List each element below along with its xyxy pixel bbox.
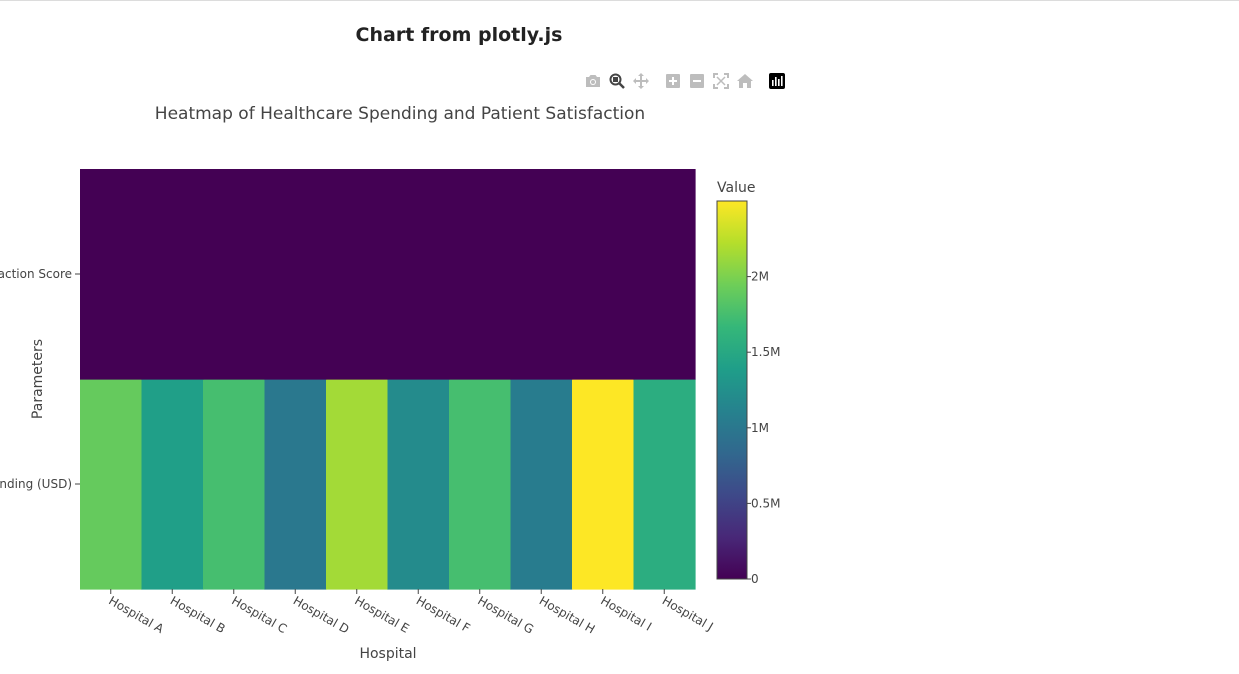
modebar xyxy=(584,72,792,90)
autoscale-icon[interactable] xyxy=(712,72,730,90)
x-tick-label: Hospital H xyxy=(537,593,598,636)
heatmap-cell xyxy=(449,379,512,590)
plotly-logo-icon[interactable] xyxy=(768,72,786,90)
colorbar-tick-label: 0 xyxy=(751,572,759,586)
colorbar-ticks: 0 0.5M 1M 1.5M 2M xyxy=(747,270,780,586)
home-icon[interactable] xyxy=(736,72,754,90)
y-tick-label: Patient Satisfaction Score xyxy=(0,267,72,281)
y-axis-label: Parameters xyxy=(30,339,46,419)
zoom-icon[interactable] xyxy=(608,72,626,90)
heatmap-cell xyxy=(326,169,389,380)
colorbar-tick-label: 0.5M xyxy=(751,496,780,510)
heatmap-cell xyxy=(264,169,327,380)
heatmap-cell xyxy=(387,169,450,380)
x-tick-label: Hospital B xyxy=(168,593,228,636)
y-tick-label: Healthcare Spending (USD) xyxy=(0,477,72,491)
heatmap-cell xyxy=(203,379,266,590)
heatmap-cell xyxy=(449,169,512,380)
colorbar-title: Value xyxy=(717,180,755,196)
zoom-out-icon[interactable] xyxy=(688,72,706,90)
heatmap-cell xyxy=(203,169,266,380)
heatmap-cell xyxy=(141,379,204,590)
y-axis: Healthcare Spending (USD) Patient Satisfa… xyxy=(0,267,80,491)
heatmap-cell xyxy=(510,169,573,380)
heatmap-cell xyxy=(387,379,450,590)
x-tick-label: Hospital J xyxy=(660,593,716,633)
heatmap-cell xyxy=(572,169,635,380)
camera-icon[interactable] xyxy=(584,72,602,90)
zoom-in-icon[interactable] xyxy=(664,72,682,90)
heatmap-cell xyxy=(510,379,573,590)
heatmap-cell xyxy=(326,379,389,590)
x-tick-label: Hospital A xyxy=(106,593,166,636)
heatmap-cell xyxy=(80,169,143,380)
heatmap-cell xyxy=(633,169,696,380)
page-title: Chart from plotly.js xyxy=(355,24,563,46)
x-tick-label: Hospital D xyxy=(291,593,352,636)
x-tick-label: Hospital F xyxy=(414,593,473,635)
chart-title: Heatmap of Healthcare Spending and Patie… xyxy=(155,104,645,124)
x-axis: Hospital A Hospital B Hospital C Hospital D… xyxy=(106,589,716,637)
heatmap-cell xyxy=(141,169,204,380)
x-tick-label: Hospital G xyxy=(475,593,536,636)
colorbar xyxy=(716,200,748,580)
heatmap-cell xyxy=(633,379,696,590)
x-tick-label: Hospital E xyxy=(352,593,411,635)
x-axis-label: Hospital xyxy=(359,646,416,662)
top-border xyxy=(0,0,1239,1)
x-tick-label: Hospital C xyxy=(229,593,289,636)
colorbar-tick-label: 1.5M xyxy=(751,345,780,359)
colorbar-tick-label: 1M xyxy=(751,421,769,435)
heatmap-cell xyxy=(572,379,635,590)
x-tick-label: Hospital I xyxy=(598,593,654,633)
colorbar-tick-label: 2M xyxy=(751,270,769,284)
heatmap-cell xyxy=(264,379,327,590)
heatmap-cell xyxy=(80,379,143,590)
heatmap-cells xyxy=(80,169,696,590)
pan-icon[interactable] xyxy=(632,72,650,90)
